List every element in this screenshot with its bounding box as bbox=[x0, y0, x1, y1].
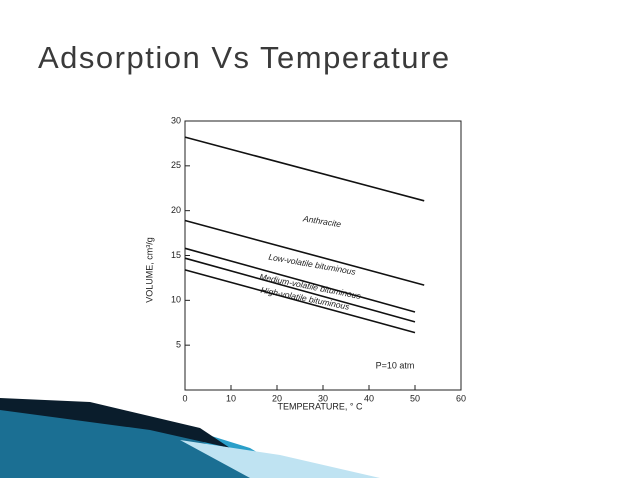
series-line bbox=[184, 257, 416, 323]
x-tick-label: 40 bbox=[364, 393, 374, 403]
series-line bbox=[184, 247, 416, 313]
decor-swoosh bbox=[0, 398, 230, 448]
x-tick-label: 20 bbox=[272, 393, 282, 403]
series-line bbox=[184, 219, 425, 286]
series-line bbox=[184, 136, 425, 202]
series-line bbox=[184, 269, 416, 334]
x-tick-label: 60 bbox=[456, 393, 466, 403]
y-tick-label: 20 bbox=[171, 205, 181, 215]
x-tick-label: 30 bbox=[318, 393, 328, 403]
y-tick-label: 25 bbox=[171, 160, 181, 170]
x-tick-label: 0 bbox=[182, 393, 187, 403]
series-label: Anthracite bbox=[301, 213, 342, 229]
plot-frame bbox=[184, 120, 462, 391]
decor-swoosh bbox=[180, 440, 380, 478]
y-tick-label: 10 bbox=[171, 295, 181, 305]
annotation: P=10 atm bbox=[376, 360, 415, 370]
decor-swoosh bbox=[0, 408, 260, 478]
y-axis-label: VOLUME, cm³/g bbox=[144, 237, 154, 303]
y-tick-label: 15 bbox=[171, 250, 181, 260]
x-tick-label: 50 bbox=[410, 393, 420, 403]
y-tick-label: 30 bbox=[171, 115, 181, 125]
x-tick-label: 10 bbox=[226, 393, 236, 403]
slide-title: Adsorption Vs Temperature bbox=[38, 40, 451, 75]
x-axis-label: TEMPERATURE, ° C bbox=[278, 401, 363, 411]
y-tick-label: 5 bbox=[176, 340, 181, 350]
